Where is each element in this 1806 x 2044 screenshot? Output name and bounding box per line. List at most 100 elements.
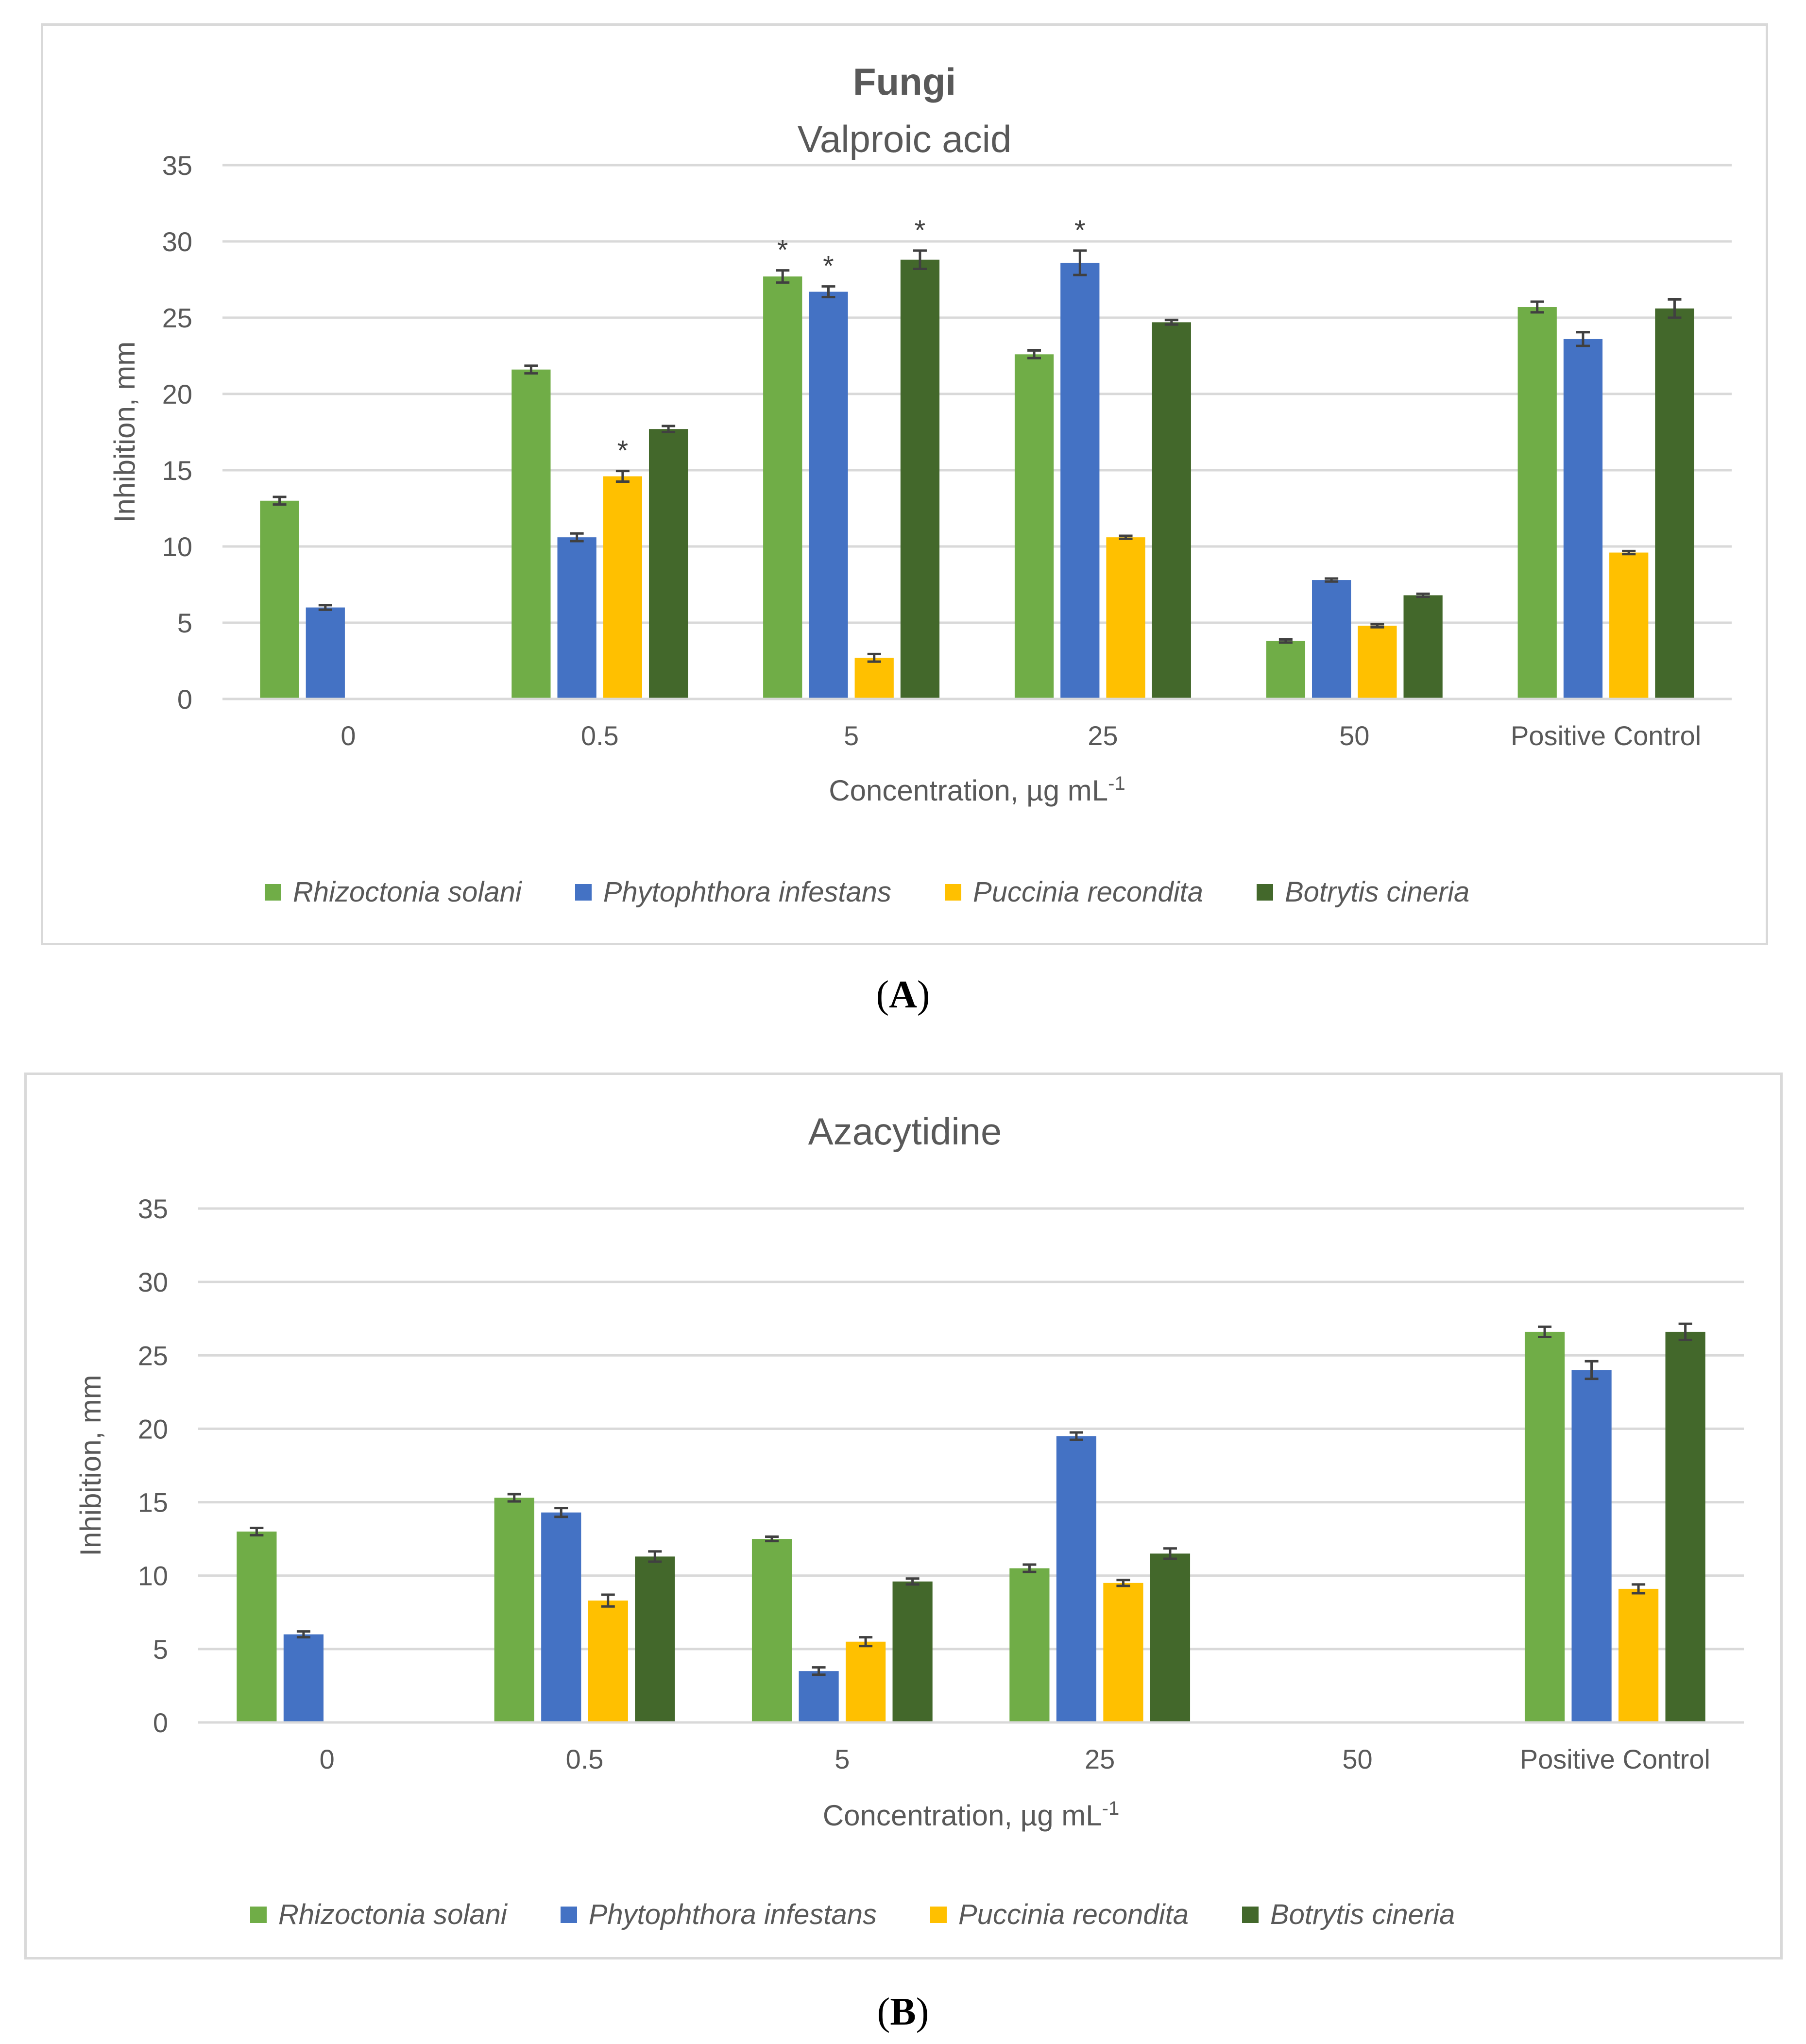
legend-item-puccinia-recondita: Puccinia recondita [930, 1898, 1189, 1931]
chart-a-bar-rhizoctonia-solani-0-5 [511, 369, 551, 699]
chart-a-bar-phytophthora-infestans-5 [809, 291, 848, 699]
chart-a-bar-phytophthora-infestans-25 [1060, 262, 1100, 699]
chart-a-title: Valproic acid [798, 118, 1012, 160]
chart-b-bar-phytophthora-infestans-positive-control [1571, 1370, 1612, 1722]
chart-a-svg: Fungi Valproic acid 0 5 10 15 20 25 30 35 Inhibiti… [108, 60, 1732, 807]
chart-b-bar-phytophthora-infestans-25 [1056, 1436, 1097, 1722]
legend-label: Botrytis cineria [1270, 1899, 1455, 1930]
chart-a-bar-botrytis-cineria-50 [1403, 595, 1443, 699]
legend-item-rhizoctonia-solani: Rhizoctonia solani [265, 876, 522, 908]
chart-b-ytick-label: 30 [138, 1267, 168, 1297]
chart-a-bar-puccinia-recondita-0-5 [603, 476, 643, 699]
chart-a-bar-phytophthora-infestans-positive-control [1563, 339, 1603, 699]
chart-b-title: Azacytidine [808, 1110, 1002, 1153]
chart-a-ytick-label: 35 [162, 150, 192, 181]
chart-a-bar-botrytis-cineria-5 [900, 259, 940, 699]
legend-item-rhizoctonia-solani: Rhizoctonia solani [250, 1898, 507, 1931]
chart-b-ytick-label: 35 [138, 1193, 168, 1224]
chart-a-xtick-label: Positive Control [1511, 720, 1701, 751]
chart-b-ytick-label: 20 [138, 1414, 168, 1444]
chart-a-bar-rhizoctonia-solani-25 [1014, 354, 1054, 699]
chart-a-legend: Rhizoctonia solani Phytophthora infestans… [265, 876, 1523, 908]
chart-a-significance-star: * [617, 435, 629, 467]
chart-a-bar-phytophthora-infestans-0-5 [557, 537, 596, 699]
chart-a-bar-rhizoctonia-solani-0 [260, 500, 299, 699]
legend-label: Phytophthora infestans [603, 876, 892, 908]
legend-label: Rhizoctonia solani [293, 876, 522, 908]
chart-b-ytick-label: 15 [138, 1487, 168, 1518]
chart-a-xtick-label: 5 [844, 720, 859, 751]
chart-a-significance-star: * [915, 215, 926, 246]
chart-b-ytick-label: 10 [138, 1561, 168, 1591]
chart-b-bar-phytophthora-infestans-0 [283, 1634, 324, 1722]
legend-swatch [560, 1906, 577, 1923]
chart-b-legend: Rhizoctonia solani Phytophthora infestans… [250, 1898, 1508, 1931]
chart-b-xlabel: Concentration, µg mL-1 [823, 1798, 1119, 1832]
chart-a-ytick-label: 20 [162, 379, 192, 409]
chart-a-bar-phytophthora-infestans-0 [306, 607, 345, 699]
chart-b-bar-rhizoctonia-solani-25 [1009, 1568, 1050, 1722]
legend-item-phytophthora-infestans: Phytophthora infestans [560, 1898, 877, 1931]
chart-a-bar-phytophthora-infestans-50 [1312, 580, 1351, 699]
chart-b-bar-puccinia-recondita-25 [1103, 1583, 1143, 1722]
chart-b-ytick-label: 5 [153, 1634, 168, 1665]
chart-a-bar-botrytis-cineria-25 [1152, 322, 1191, 699]
panel-label-b: (B) [877, 1991, 929, 2033]
chart-a-xtick-label: 0 [341, 720, 356, 751]
chart-a-significance-star: * [823, 251, 834, 282]
chart-a-ytick-label: 5 [177, 608, 192, 638]
chart-a-frame: Fungi Valproic acid 0 5 10 15 20 25 30 35 Inhibiti… [41, 23, 1768, 945]
chart-b-ylabel: Inhibition, mm [74, 1375, 107, 1556]
chart-a-ytick-label: 15 [162, 455, 192, 486]
legend-label: Puccinia recondita [973, 876, 1203, 908]
chart-b-xtick-label: Positive Control [1520, 1744, 1710, 1774]
chart-b-bar-rhizoctonia-solani-5 [751, 1539, 792, 1722]
legend-swatch [250, 1906, 267, 1923]
legend-swatch [945, 884, 962, 901]
chart-b-ytick-label: 25 [138, 1340, 168, 1371]
chart-b-xtick-label: 0.5 [566, 1744, 604, 1774]
chart-b-xtick-label: 0 [320, 1744, 335, 1774]
chart-b-svg: Azacytidine 0 5 10 15 20 25 30 35 Inhibition, mm 0… [74, 1110, 1744, 1832]
chart-a-bar-puccinia-recondita-5 [854, 658, 894, 699]
chart-a-ytick-label: 0 [177, 684, 192, 715]
chart-b-bar-rhizoctonia-solani-0 [237, 1532, 277, 1722]
chart-a-xtick-label: 0.5 [581, 720, 619, 751]
chart-a-ylabel: Inhibition, mm [108, 341, 141, 523]
legend-item-botrytis-cineria: Botrytis cineria [1256, 876, 1470, 908]
chart-b-frame: Azacytidine 0 5 10 15 20 25 30 35 Inhibition, mm 0… [24, 1073, 1783, 1959]
chart-a-xtick-label: 25 [1088, 720, 1118, 751]
chart-a-ytick-label: 25 [162, 303, 192, 333]
chart-a-significance-star: * [1074, 215, 1086, 246]
chart-a-bar-rhizoctonia-solani-50 [1266, 641, 1306, 699]
panel-label-a: (A) [876, 973, 930, 1016]
chart-b-bar-rhizoctonia-solani-0-5 [494, 1498, 534, 1722]
chart-b-bar-puccinia-recondita-0-5 [588, 1601, 628, 1722]
chart-b-bar-phytophthora-infestans-5 [799, 1671, 839, 1722]
chart-b-bar-botrytis-cineria-5 [892, 1581, 933, 1722]
chart-a-bar-puccinia-recondita-25 [1106, 537, 1145, 699]
chart-b-ytick-label: 0 [153, 1707, 168, 1738]
chart-a-bar-rhizoctonia-solani-5 [763, 276, 802, 699]
legend-item-phytophthora-infestans: Phytophthora infestans [575, 876, 891, 908]
chart-a-bar-puccinia-recondita-50 [1358, 626, 1397, 699]
legend-label: Rhizoctonia solani [278, 1899, 507, 1930]
legend-swatch [265, 884, 281, 901]
chart-b-bar-puccinia-recondita-5 [845, 1641, 886, 1722]
chart-a-bar-botrytis-cineria-0-5 [648, 429, 688, 699]
legend-label: Botrytis cineria [1284, 876, 1470, 908]
chart-b-xtick-label: 25 [1085, 1744, 1115, 1774]
chart-a-bar-rhizoctonia-solani-positive-control [1517, 307, 1557, 699]
chart-b-bar-botrytis-cineria-25 [1150, 1553, 1191, 1722]
chart-b-bar-botrytis-cineria-positive-control [1665, 1331, 1705, 1722]
chart-a-xtick-label: 50 [1339, 720, 1369, 751]
legend-item-puccinia-recondita: Puccinia recondita [945, 876, 1203, 908]
chart-a-suptitle: Fungi [853, 60, 956, 103]
chart-b-xtick-label: 50 [1342, 1744, 1372, 1774]
legend-label: Phytophthora infestans [588, 1899, 877, 1930]
chart-b-bar-puccinia-recondita-positive-control [1618, 1588, 1659, 1722]
chart-a-significance-star: * [777, 235, 788, 266]
legend-swatch [575, 884, 592, 901]
legend-item-botrytis-cineria: Botrytis cineria [1242, 1898, 1455, 1931]
chart-a-ytick-label: 30 [162, 226, 192, 257]
